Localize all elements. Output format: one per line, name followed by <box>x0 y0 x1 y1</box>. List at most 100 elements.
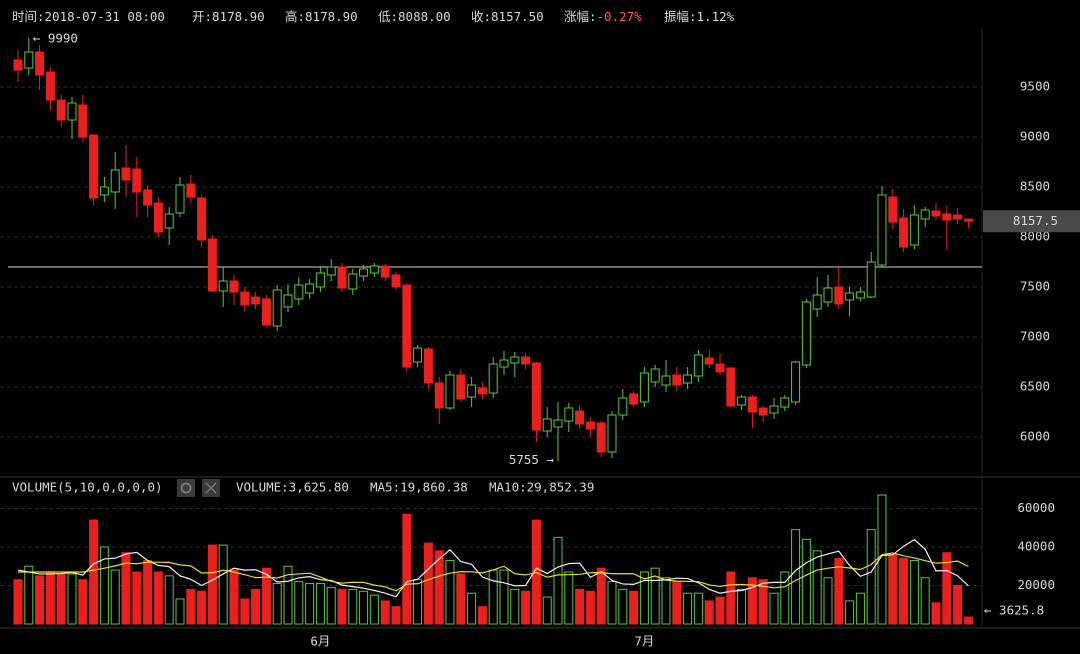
y-tick-label: 6500 <box>1020 379 1050 394</box>
candle-body <box>866 261 876 298</box>
last-price-label: 8157.5 <box>1013 213 1058 228</box>
settings-button[interactable] <box>177 479 195 497</box>
volume-bar <box>823 577 833 625</box>
info-item: 收:8157.50 <box>471 9 544 24</box>
volume-bar <box>35 575 45 625</box>
volume-bar <box>737 588 747 625</box>
volume-bar <box>369 594 379 625</box>
candle-body <box>413 347 423 363</box>
candle-body <box>812 294 822 310</box>
info-label: 时间: <box>12 9 45 24</box>
volume-bar <box>305 583 315 625</box>
info-label: 涨幅: <box>564 9 597 24</box>
info-value: -0.27% <box>597 9 643 24</box>
candle-body <box>672 374 682 386</box>
candle-body <box>542 418 552 432</box>
info-label: 低: <box>378 9 398 24</box>
candle-body <box>618 397 628 416</box>
candle-body <box>888 196 898 223</box>
candle-body <box>704 357 714 365</box>
header: 时间:2018-07-31 08:00 开:8178.90 高:8178.90 低:8… <box>12 9 735 24</box>
volume-bar <box>834 558 844 625</box>
volume-bar <box>24 565 34 625</box>
candle-body <box>153 202 163 233</box>
volume-bar <box>607 581 617 625</box>
annotation: 5755 → <box>509 452 555 467</box>
ma-line <box>17 538 969 598</box>
y-tick-label: 9000 <box>1020 129 1050 144</box>
annotation: ← 9990 <box>33 31 78 46</box>
volume-bar <box>888 554 898 625</box>
volume-bar <box>747 577 757 625</box>
candle-body <box>240 291 250 306</box>
info-label: 收: <box>471 9 491 24</box>
candle-body <box>218 280 228 292</box>
candle-body <box>942 213 952 221</box>
volume-bar <box>229 569 239 625</box>
candle-body <box>380 265 390 278</box>
volume-bar <box>791 529 801 625</box>
legend-entry: MA10:29,852.39 <box>489 480 594 495</box>
candle-body <box>434 382 444 409</box>
volume-bar <box>251 588 261 625</box>
candle-body <box>834 286 844 305</box>
candle-body <box>261 298 271 326</box>
volume-bar <box>391 606 401 625</box>
volume-bar <box>445 559 455 625</box>
volume-bar <box>467 592 477 625</box>
volume-bar <box>175 598 185 625</box>
info-item: 涨幅:-0.27% <box>564 9 642 24</box>
volume-bar <box>45 571 55 625</box>
candle-body <box>596 422 606 453</box>
ma-line <box>18 552 969 592</box>
candle-body <box>207 238 217 292</box>
info-label: 开: <box>192 9 212 24</box>
info-item: 开:8178.90 <box>192 9 265 24</box>
volume-bar <box>693 592 703 625</box>
volume-bar <box>326 586 336 625</box>
candle-body <box>197 197 207 241</box>
candle-body <box>283 294 293 308</box>
candle-body <box>531 362 541 431</box>
volume-bar <box>953 584 963 625</box>
candle-body <box>510 356 520 364</box>
volume-bar <box>650 567 660 625</box>
y-tick-label: 8500 <box>1020 179 1050 194</box>
info-label: 振幅: <box>664 9 697 24</box>
volume-bar <box>899 558 909 625</box>
volume-bar <box>153 571 163 625</box>
volume-bar <box>672 581 682 625</box>
volume-bar <box>56 573 66 625</box>
volume-bar <box>78 579 88 625</box>
volume-bar <box>758 579 768 625</box>
candle-body <box>467 384 477 398</box>
candle-body <box>121 167 131 181</box>
candle-body <box>305 283 315 294</box>
volume-bar <box>359 590 369 625</box>
volume-bar <box>110 569 120 625</box>
volume-bar <box>143 559 153 625</box>
candle-body <box>67 102 77 121</box>
volume-bar <box>855 592 865 625</box>
volume-bar <box>769 592 779 625</box>
candle-body <box>726 367 736 407</box>
volume-bar <box>413 579 423 625</box>
candle-body <box>801 301 811 366</box>
volume-bar <box>261 567 271 625</box>
candle-body <box>661 375 671 386</box>
info-value: 8178.90 <box>305 9 358 24</box>
volume-bar <box>240 598 250 625</box>
candle-body <box>920 209 930 220</box>
volume-bar <box>315 583 325 625</box>
volume-bar <box>683 592 693 625</box>
volume-bar <box>575 588 585 625</box>
candle-body <box>35 51 45 76</box>
volume-bar <box>726 571 736 625</box>
candle-body <box>186 183 196 198</box>
volume-bar <box>67 573 77 625</box>
volume-bar <box>456 573 466 625</box>
candle-body <box>553 419 563 428</box>
candle-body <box>175 184 185 214</box>
volume-bar <box>801 538 811 625</box>
x-tick-label: 7月 <box>634 634 654 649</box>
